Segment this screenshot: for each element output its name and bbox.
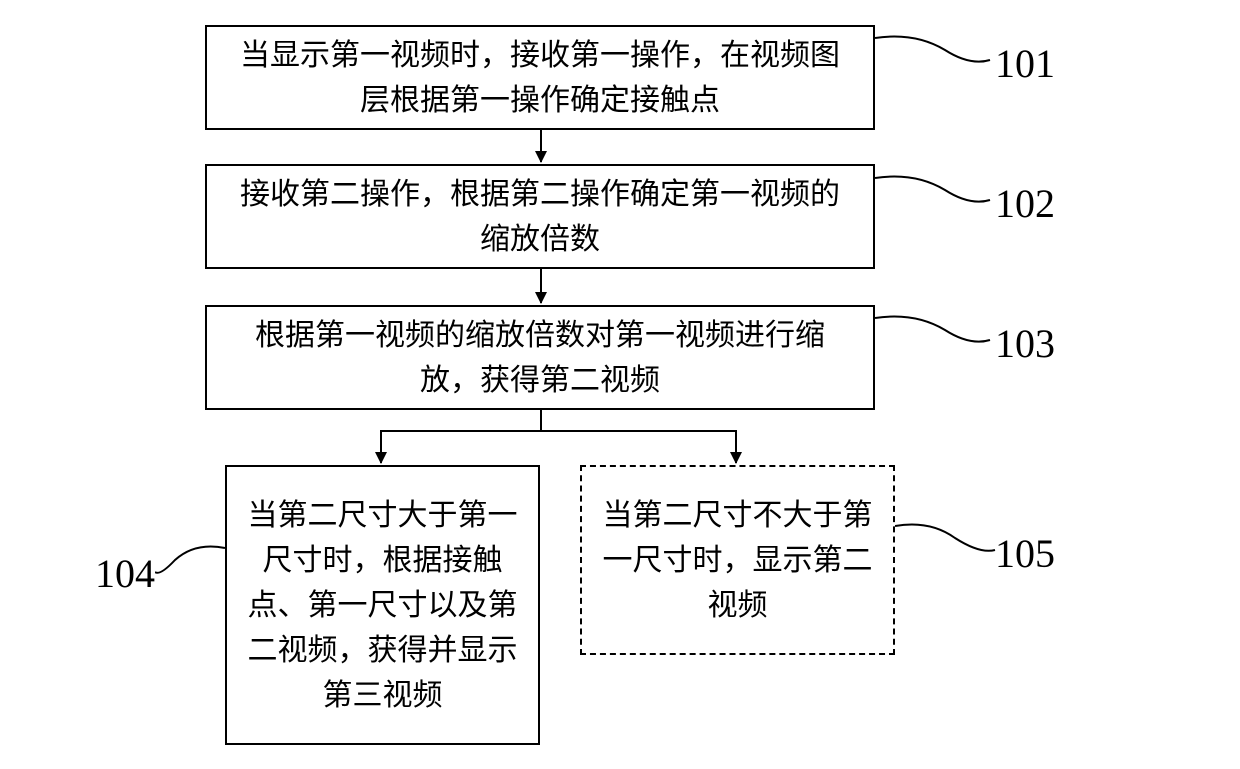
arrow-branch-104 [380,430,382,463]
hook-102 [875,170,995,220]
hook-105 [895,518,1000,568]
step-103-box: 根据第一视频的缩放倍数对第一视频进行缩放，获得第二视频 [205,305,875,410]
flowchart-container: 当显示第一视频时，接收第一操作，在视频图层根据第一操作确定接触点 接收第二操作，… [0,0,1240,769]
step-102-text: 接收第二操作，根据第二操作确定第一视频的缩放倍数 [227,172,853,262]
arrow-101-102 [540,130,542,162]
step-105-text: 当第二尺寸不大于第一尺寸时，显示第二视频 [602,493,873,628]
hook-104 [155,540,235,590]
hook-101 [875,30,995,80]
label-101: 101 [995,40,1055,87]
label-104: 104 [95,550,155,597]
step-104-box: 当第二尺寸大于第一尺寸时，根据接触点、第一尺寸以及第二视频，获得并显示第三视频 [225,465,540,745]
step-104-text: 当第二尺寸大于第一尺寸时，根据接触点、第一尺寸以及第二视频，获得并显示第三视频 [247,493,518,718]
step-103-text: 根据第一视频的缩放倍数对第一视频进行缩放，获得第二视频 [227,313,853,403]
arrow-branch-105 [735,430,737,463]
step-102-box: 接收第二操作，根据第二操作确定第一视频的缩放倍数 [205,164,875,269]
branch-hline [380,430,737,432]
step-101-box: 当显示第一视频时，接收第一操作，在视频图层根据第一操作确定接触点 [205,25,875,130]
arrow-102-103 [540,269,542,303]
hook-103 [875,310,995,360]
label-105: 105 [995,530,1055,577]
label-102: 102 [995,180,1055,227]
label-103: 103 [995,320,1055,367]
branch-stem [540,410,542,432]
step-101-text: 当显示第一视频时，接收第一操作，在视频图层根据第一操作确定接触点 [227,33,853,123]
step-105-box: 当第二尺寸不大于第一尺寸时，显示第二视频 [580,465,895,655]
